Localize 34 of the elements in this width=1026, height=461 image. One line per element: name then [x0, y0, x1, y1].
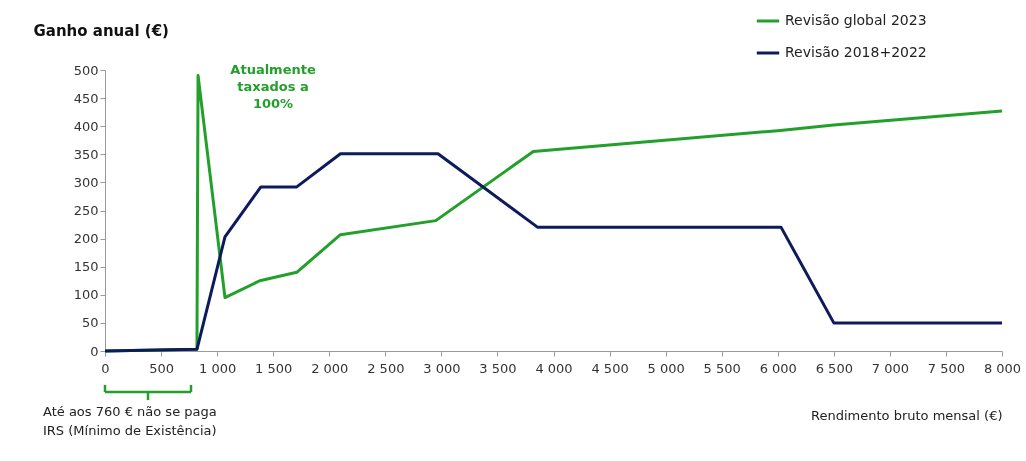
x-axis-title: Rendimento bruto mensal (€) [811, 407, 1003, 423]
x-tick-label: 500 [149, 360, 174, 376]
x-tick-label: 2 000 [311, 360, 349, 376]
x-tick-label: 5 000 [647, 360, 685, 376]
y-tick-label: 200 [73, 231, 99, 247]
x-tick-label: 8 000 [983, 360, 1022, 376]
y-tick-label: 400 [73, 118, 99, 134]
x-tick-label: 7 000 [871, 360, 909, 376]
legend-label: Revisão global 2023 [785, 12, 927, 28]
y-tick-label: 50 [81, 315, 99, 331]
x-tick-label: 6 500 [815, 360, 853, 376]
y-tick-label: 0 [90, 343, 99, 359]
x-tick-label: 0 [101, 360, 110, 376]
y-tick-label: 300 [73, 174, 99, 190]
y-tick-label: 150 [73, 259, 99, 275]
y-axis-title: Ganho anual (€) [33, 21, 169, 40]
x-tick-label: 4 500 [591, 360, 629, 376]
x-tick-label: 2 500 [367, 360, 405, 376]
x-tick-label: 1 500 [255, 360, 293, 376]
x-tick-label: 6 000 [759, 360, 797, 376]
x-tick-label: 1 000 [199, 360, 237, 376]
x-tick-label: 3 000 [423, 360, 461, 376]
y-tick-label: 500 [73, 62, 99, 78]
y-tick-label: 350 [73, 146, 99, 162]
legend-label: Revisão 2018+2022 [785, 44, 927, 60]
annotation: Atualmente taxados a 100% [230, 61, 316, 111]
text: Até aos 760 € não se paga IRS (Mínimo de Existência) [43, 404, 217, 438]
y-tick-label: 100 [73, 287, 99, 303]
x-tick-label: 3 500 [479, 360, 517, 376]
y-tick-label: 450 [73, 90, 99, 106]
x-tick-label: 4 000 [535, 360, 573, 376]
x-tick-label: 7 500 [927, 360, 966, 376]
x-tick-label: 5 500 [703, 360, 741, 376]
y-tick-label: 250 [73, 203, 99, 218]
